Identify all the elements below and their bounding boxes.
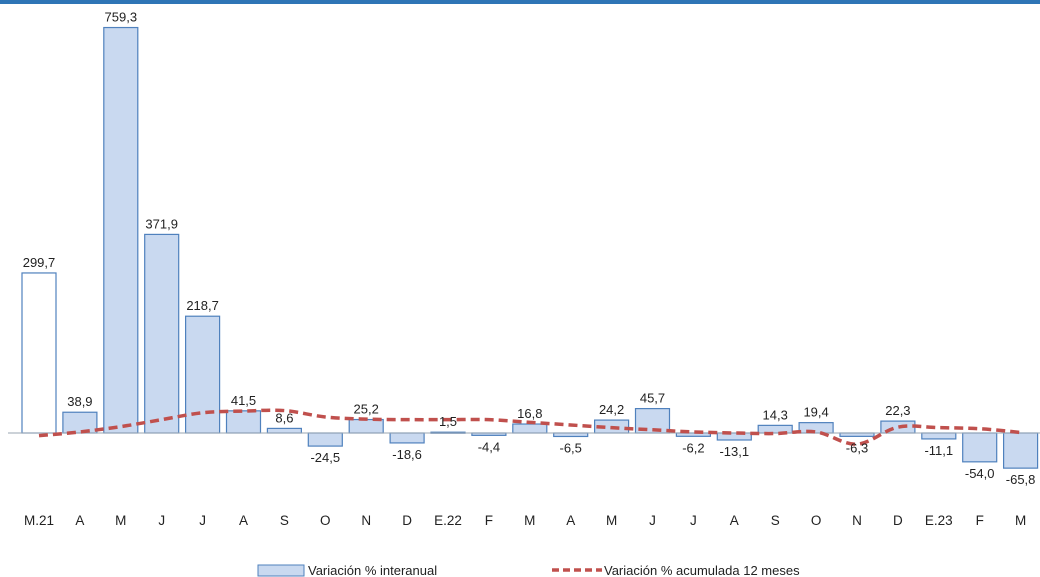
- category-label-6: S: [280, 513, 289, 528]
- value-label-8: 25,2: [354, 402, 379, 417]
- value-label-6: 8,6: [275, 410, 293, 425]
- legend-bar-swatch: [257, 564, 305, 577]
- category-label-12: M: [524, 513, 535, 528]
- value-label-2: 759,3: [105, 10, 138, 25]
- category-label-1: A: [75, 513, 84, 528]
- value-label-5: 41,5: [231, 393, 256, 408]
- bar-13: [553, 432, 589, 438]
- bar-2: [103, 26, 139, 434]
- bar-6: [266, 427, 302, 434]
- value-label-23: -54,0: [965, 466, 995, 481]
- category-label-15: J: [649, 513, 656, 528]
- category-label-24: M: [1015, 513, 1026, 528]
- category-label-5: A: [239, 513, 248, 528]
- bar-9: [389, 432, 425, 444]
- category-label-3: J: [158, 513, 165, 528]
- value-label-4: 218,7: [186, 298, 219, 313]
- category-label-9: D: [402, 513, 412, 528]
- category-label-21: D: [893, 513, 903, 528]
- bar-3: [144, 233, 180, 434]
- value-label-24: -65,8: [1006, 472, 1036, 487]
- bar-series: [21, 26, 1039, 469]
- value-label-17: -13,1: [719, 444, 749, 459]
- legend-line-label: Variación % acumulada 12 meses: [604, 563, 800, 577]
- value-label-11: -4,4: [478, 439, 500, 454]
- value-label-15: 45,7: [640, 391, 665, 406]
- bar-1: [62, 411, 98, 434]
- bar-19: [798, 422, 834, 434]
- category-label-10: E.22: [434, 513, 462, 528]
- category-label-8: N: [361, 513, 371, 528]
- cumulative-line: [38, 408, 1021, 446]
- value-label-21: 22,3: [885, 403, 910, 418]
- bar-23: [962, 432, 998, 463]
- bar-7: [307, 432, 343, 447]
- category-label-23: F: [976, 513, 984, 528]
- value-label-22: -11,1: [924, 443, 953, 458]
- value-label-16: -6,2: [682, 440, 704, 455]
- category-label-13: A: [566, 513, 575, 528]
- top-accent-bar: [0, 0, 1040, 4]
- legend-bar-label: Variación % interanual: [308, 563, 437, 577]
- bar-20: [839, 432, 875, 437]
- value-label-19: 19,4: [803, 405, 828, 420]
- category-label-16: J: [690, 513, 697, 528]
- category-label-20: N: [852, 513, 862, 528]
- category-label-19: O: [811, 513, 822, 528]
- value-label-12: 16,8: [517, 406, 542, 421]
- value-label-14: 24,2: [599, 402, 624, 417]
- bar-8: [348, 418, 384, 434]
- category-label-11: F: [485, 513, 493, 528]
- bar-24: [1002, 432, 1039, 469]
- category-label-14: M: [606, 513, 617, 528]
- value-label-18: 14,3: [763, 407, 788, 422]
- bar-0: [21, 272, 57, 434]
- bar-22: [921, 432, 957, 440]
- value-label-13: -6,5: [559, 440, 581, 455]
- bar-12: [512, 423, 548, 434]
- category-label-0: M.21: [24, 513, 54, 528]
- value-label-3: 371,9: [145, 216, 178, 231]
- category-label-2: M: [115, 513, 126, 528]
- category-label-18: S: [771, 513, 780, 528]
- value-label-7: -24,5: [310, 450, 340, 465]
- value-label-10: 1,5: [439, 414, 457, 429]
- value-label-9: -18,6: [392, 447, 422, 462]
- legend: Variación % interanual Variación % acumu…: [257, 563, 800, 577]
- bar-4: [185, 315, 221, 434]
- bar-5: [225, 410, 262, 434]
- value-labels: 299,7 38,9 759,3 371,9 218,7 41,5 8,6 -24,5 25,2…: [23, 10, 1036, 488]
- category-label-17: A: [730, 513, 739, 528]
- value-label-1: 38,9: [67, 394, 92, 409]
- category-label-4: J: [199, 513, 206, 528]
- category-labels: M.21 A M J J A S O N D E.22 F M A M J J A S O N D E.23 F M: [24, 513, 1026, 528]
- value-label-0: 299,7: [23, 255, 56, 270]
- category-label-7: O: [320, 513, 331, 528]
- category-label-22: E.23: [925, 513, 953, 528]
- value-label-20: -6,3: [846, 440, 868, 455]
